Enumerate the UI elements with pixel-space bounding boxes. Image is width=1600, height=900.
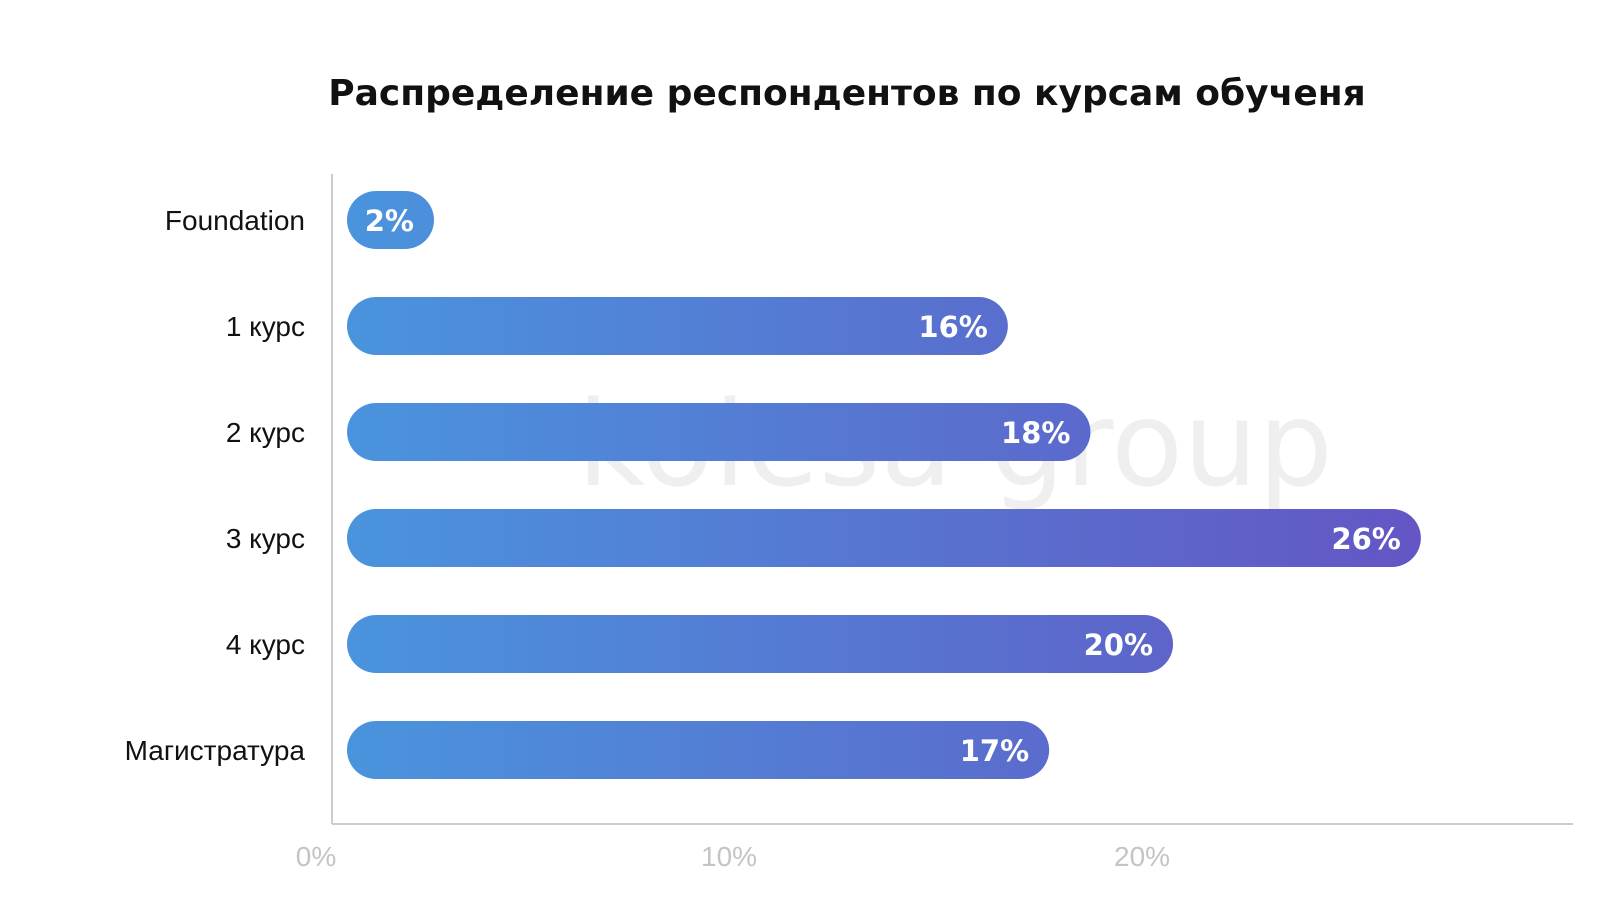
- bar-4-курс: [347, 615, 1174, 673]
- data-label: 20%: [1084, 628, 1153, 662]
- x-tick-label: 0%: [296, 841, 336, 872]
- data-label: 17%: [960, 734, 1029, 768]
- bar-1-курс: [347, 297, 1008, 355]
- x-axis-ticks: 0% 10% 20%: [296, 841, 1170, 872]
- data-label: 16%: [918, 310, 987, 344]
- category-label: Foundation: [165, 205, 305, 236]
- bar-магистратура: [347, 721, 1050, 779]
- x-tick-label: 20%: [1114, 841, 1170, 872]
- category-label: 1 курс: [226, 311, 305, 342]
- bar-3-курс: [347, 509, 1421, 567]
- category-label: 4 курс: [226, 629, 305, 660]
- category-label: 3 курс: [226, 523, 305, 554]
- bars-layer: [347, 191, 1421, 779]
- data-label: 2%: [365, 204, 414, 238]
- data-label: 26%: [1331, 522, 1400, 556]
- bar-2-курс: [347, 403, 1091, 461]
- x-tick-label: 10%: [701, 841, 757, 872]
- data-labels: 2% 16% 18% 26% 20% 17%: [365, 204, 1401, 768]
- category-label: Магистратура: [125, 735, 306, 766]
- chart-title: Распределение респондентов по курсам обу…: [328, 73, 1366, 114]
- category-label: 2 курс: [226, 417, 305, 448]
- bar-foundation: [347, 191, 434, 249]
- category-labels: Foundation 1 курс 2 курс 3 курс 4 курс Магист…: [125, 205, 306, 766]
- data-label: 18%: [1001, 416, 1070, 450]
